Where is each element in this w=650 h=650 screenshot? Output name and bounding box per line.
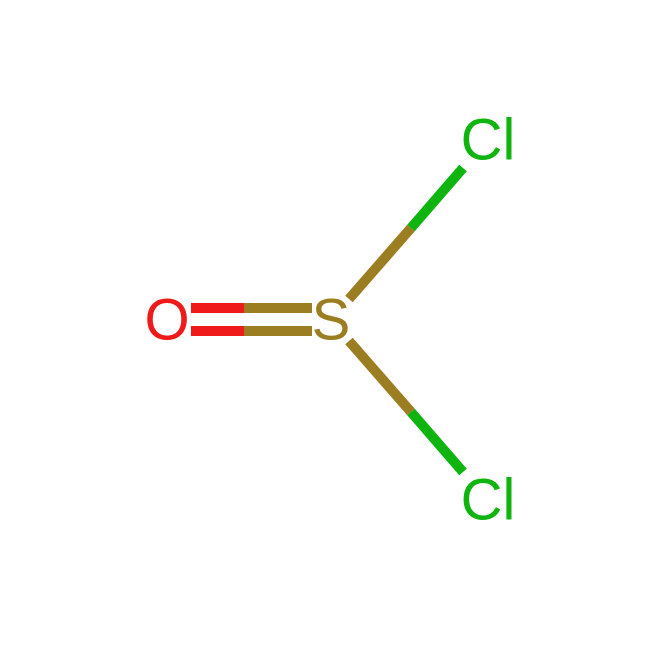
atom-label-cl1: Cl: [461, 107, 516, 174]
bond-segment: [349, 228, 411, 299]
molecule-diagram: { "diagram": { "type": "chemical-structu…: [0, 0, 650, 650]
bond-segment: [411, 168, 463, 228]
bond-segment: [411, 412, 463, 472]
atom-label-cl2: Cl: [461, 467, 516, 534]
atom-label-o: O: [144, 287, 189, 354]
atom-label-s: S: [312, 287, 351, 354]
bond-segment: [349, 341, 411, 412]
